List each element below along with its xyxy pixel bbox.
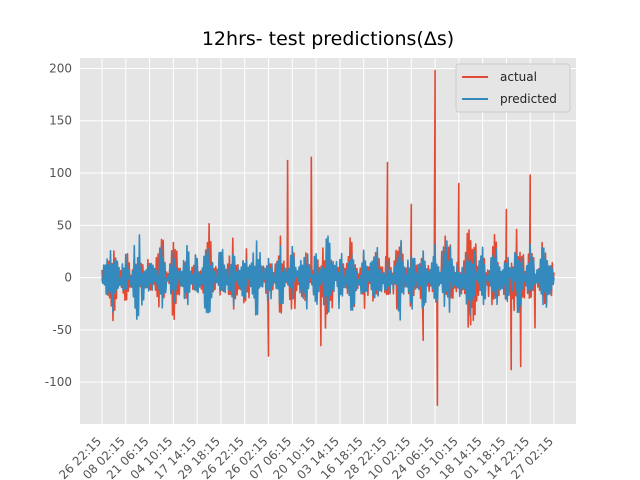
y-tick-label: 0	[64, 271, 72, 285]
series-line-predicted	[101, 234, 555, 321]
chart-title: 12hrs- test predictions(Δs)	[201, 28, 455, 50]
y-tick-label: 50	[57, 218, 72, 232]
y-tick-label: 150	[49, 114, 72, 128]
legend-label: actual	[500, 70, 537, 84]
y-tick-label: -100	[45, 375, 72, 389]
legend-label: predicted	[500, 92, 557, 106]
y-tick-label: -50	[52, 323, 72, 337]
y-tick-label: 200	[49, 61, 72, 75]
y-tick-label: 100	[49, 166, 72, 180]
